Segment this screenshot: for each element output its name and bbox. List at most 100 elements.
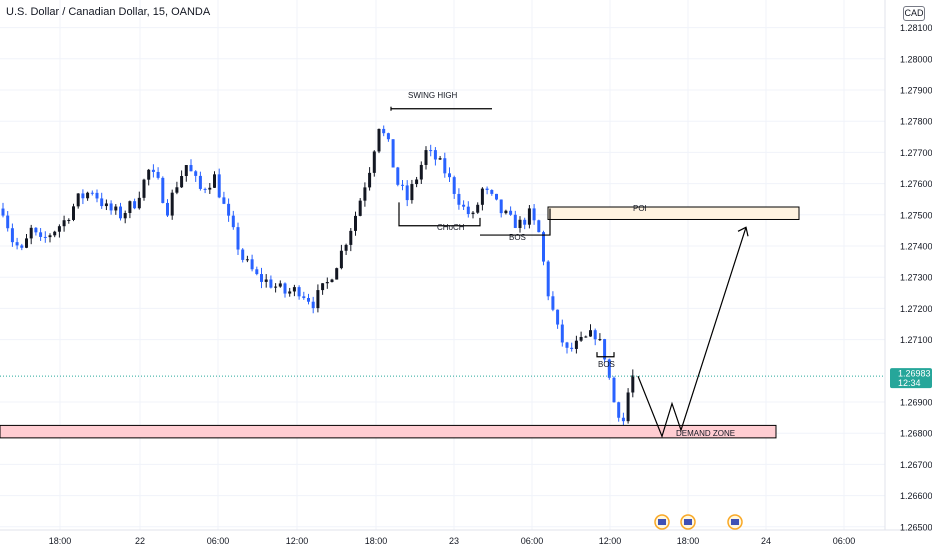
candle-body: [109, 203, 113, 211]
candle-body: [264, 279, 268, 282]
candle-body: [382, 128, 386, 134]
candle-body: [570, 347, 574, 349]
arrow-head: [737, 226, 749, 237]
candle-body: [260, 274, 263, 282]
candle-body: [593, 330, 597, 340]
candle-body: [424, 150, 428, 165]
candle-body: [537, 220, 541, 233]
candle-body: [100, 198, 104, 207]
candle-body: [452, 177, 456, 194]
candle-body: [579, 336, 583, 341]
grid-lines: [0, 0, 885, 530]
candle-body: [480, 188, 484, 205]
candle-body: [170, 192, 174, 216]
candle-body: [292, 287, 296, 292]
candle-body: [76, 193, 80, 207]
price-tick-label: 1.26900: [900, 398, 932, 408]
currency-button[interactable]: CAD: [903, 6, 925, 21]
candle-body: [81, 193, 85, 199]
candle-body: [311, 301, 315, 309]
time-tick-label: 06:00: [833, 536, 856, 546]
candle-body: [603, 339, 607, 360]
candle-body: [161, 177, 165, 203]
candle-body: [466, 206, 470, 215]
last-price-badge: [890, 368, 932, 389]
candle-body: [307, 298, 310, 302]
symbol-title[interactable]: U.S. Dollar / Canadian Dollar, 15, OANDA: [6, 6, 211, 18]
candle-body: [67, 219, 71, 221]
candle-body: [57, 226, 61, 232]
candle-body: [10, 228, 14, 243]
candle-body: [617, 402, 621, 418]
candle-body: [302, 296, 306, 299]
candle-body: [542, 232, 545, 262]
candle-body: [626, 392, 630, 422]
price-tick-label: 1.27300: [900, 273, 932, 283]
candle-body: [509, 210, 513, 215]
candle-body: [231, 215, 235, 228]
time-tick-label: 18:00: [49, 536, 72, 546]
candle-body: [217, 174, 221, 198]
candle-body: [457, 193, 461, 205]
candle-body: [123, 213, 127, 219]
time-tick-label: 12:00: [599, 536, 622, 546]
price-tick-label: 1.27200: [900, 304, 932, 314]
price-axis[interactable]: 1.28100 1.28000 1.27900 1.27800 1.27700 1.276…: [900, 23, 932, 532]
candle-body: [631, 375, 635, 393]
candle-body: [410, 184, 414, 201]
candle-body: [396, 167, 400, 185]
bos-line: [596, 352, 615, 358]
candle-body: [335, 268, 339, 280]
candle-body: [330, 279, 334, 283]
candle-body: [236, 227, 240, 250]
bos-line: [480, 208, 551, 236]
candle-body: [391, 139, 395, 168]
candle-body: [133, 201, 137, 209]
candle-body: [15, 242, 19, 246]
candle-body: [612, 377, 616, 403]
candle-body: [386, 133, 390, 140]
candle-body: [518, 219, 522, 228]
candle-body: [490, 189, 494, 194]
candle-body: [184, 165, 188, 177]
candle-body: [462, 204, 466, 207]
candle-body: [175, 187, 179, 193]
candle-body: [189, 165, 193, 172]
price-tick-label: 1.28000: [900, 54, 932, 64]
candle-body: [213, 174, 216, 188]
candle-body: [405, 185, 409, 201]
last-price-countdown: 12:34: [898, 378, 921, 388]
time-tick-label: 18:00: [677, 536, 700, 546]
candle-body: [429, 150, 433, 152]
candle-body: [53, 231, 57, 236]
candle-body: [151, 169, 155, 172]
annotation-label: BOS: [509, 233, 526, 242]
candle-body: [288, 291, 292, 294]
candle-body: [104, 203, 108, 207]
candle-body: [245, 259, 249, 261]
time-tick-label: 18:00: [365, 536, 388, 546]
time-tick-label: 06:00: [521, 536, 544, 546]
time-tick-label: 12:00: [286, 536, 309, 546]
candle-body: [137, 197, 141, 209]
candle-body: [504, 210, 508, 214]
candle-body: [495, 193, 498, 200]
poi-zone: [547, 206, 800, 220]
candle-body: [20, 245, 24, 248]
time-tick-label: 24: [761, 536, 771, 546]
candle-body: [269, 279, 273, 288]
candle-body: [471, 212, 475, 215]
candle-body: [241, 249, 245, 260]
time-axis[interactable]: 18:00 22 06:00 12:00 18:00 23 06:00 12:00 18:00 2…: [49, 536, 856, 546]
candle-body: [443, 158, 447, 174]
candle-body: [43, 236, 47, 238]
candle-body: [222, 197, 226, 204]
candle-body: [363, 187, 367, 201]
price-tick-label: 1.28100: [900, 23, 932, 33]
flag-glyph: [731, 519, 739, 525]
candle-body: [95, 192, 99, 199]
candle-body: [438, 158, 442, 160]
price-tick-label: 1.27400: [900, 242, 932, 252]
